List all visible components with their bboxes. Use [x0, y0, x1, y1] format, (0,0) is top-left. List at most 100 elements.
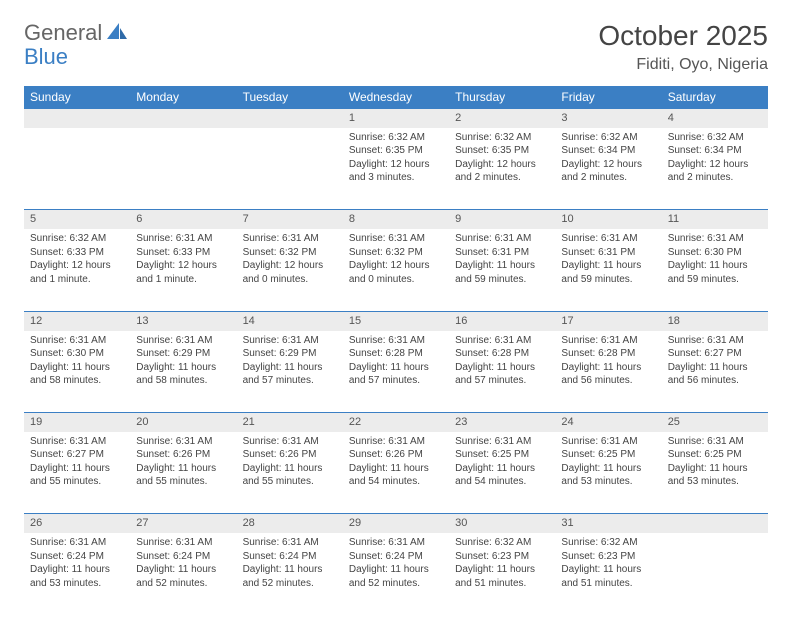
day-cell: Sunrise: 6:32 AMSunset: 6:35 PMDaylight:… [343, 128, 449, 210]
day-cell: Sunrise: 6:32 AMSunset: 6:35 PMDaylight:… [449, 128, 555, 210]
sunset-text: Sunset: 6:24 PM [243, 550, 337, 564]
sunrise-text: Sunrise: 6:31 AM [668, 334, 762, 348]
weekday-header: Tuesday [237, 86, 343, 109]
day-cell [130, 128, 236, 210]
sunset-text: Sunset: 6:35 PM [455, 144, 549, 158]
title-block: October 2025 Fiditi, Oyo, Nigeria [598, 20, 768, 74]
sunrise-text: Sunrise: 6:31 AM [561, 334, 655, 348]
sunrise-text: Sunrise: 6:32 AM [455, 131, 549, 145]
sunset-text: Sunset: 6:34 PM [668, 144, 762, 158]
day-body-row: Sunrise: 6:31 AMSunset: 6:24 PMDaylight:… [24, 533, 768, 615]
day-cell: Sunrise: 6:31 AMSunset: 6:33 PMDaylight:… [130, 229, 236, 311]
day-number: 19 [24, 413, 130, 432]
day-number: 15 [343, 311, 449, 330]
day-cell: Sunrise: 6:31 AMSunset: 6:27 PMDaylight:… [662, 331, 768, 413]
daylight-text: Daylight: 12 hours and 1 minute. [30, 259, 124, 286]
day-cell: Sunrise: 6:31 AMSunset: 6:24 PMDaylight:… [130, 533, 236, 615]
day-number: 9 [449, 210, 555, 229]
day-number: 29 [343, 514, 449, 533]
sunset-text: Sunset: 6:25 PM [668, 448, 762, 462]
day-number: 18 [662, 311, 768, 330]
day-cell: Sunrise: 6:31 AMSunset: 6:31 PMDaylight:… [449, 229, 555, 311]
day-cell: Sunrise: 6:31 AMSunset: 6:26 PMDaylight:… [130, 432, 236, 514]
day-number-row: 262728293031 [24, 514, 768, 533]
logo-sub: Blue [24, 44, 68, 70]
day-number-row: 567891011 [24, 210, 768, 229]
day-number: 27 [130, 514, 236, 533]
day-number: 2 [449, 109, 555, 128]
sunrise-text: Sunrise: 6:31 AM [30, 334, 124, 348]
sunrise-text: Sunrise: 6:31 AM [243, 536, 337, 550]
day-cell: Sunrise: 6:31 AMSunset: 6:27 PMDaylight:… [24, 432, 130, 514]
day-number: 22 [343, 413, 449, 432]
daylight-text: Daylight: 11 hours and 55 minutes. [30, 462, 124, 489]
daylight-text: Daylight: 11 hours and 53 minutes. [561, 462, 655, 489]
day-cell: Sunrise: 6:31 AMSunset: 6:30 PMDaylight:… [24, 331, 130, 413]
day-number: 8 [343, 210, 449, 229]
day-number: 7 [237, 210, 343, 229]
day-number: 4 [662, 109, 768, 128]
sunset-text: Sunset: 6:33 PM [30, 246, 124, 260]
sunset-text: Sunset: 6:31 PM [455, 246, 549, 260]
weekday-header: Monday [130, 86, 236, 109]
sunset-text: Sunset: 6:31 PM [561, 246, 655, 260]
daylight-text: Daylight: 12 hours and 0 minutes. [243, 259, 337, 286]
sunset-text: Sunset: 6:24 PM [349, 550, 443, 564]
day-number: 1 [343, 109, 449, 128]
logo-text-part2: Blue [24, 44, 68, 69]
sunrise-text: Sunrise: 6:32 AM [668, 131, 762, 145]
day-cell [24, 128, 130, 210]
header: General October 2025 Fiditi, Oyo, Nigeri… [24, 20, 768, 74]
sunrise-text: Sunrise: 6:32 AM [30, 232, 124, 246]
day-number [130, 109, 236, 128]
weekday-header: Friday [555, 86, 661, 109]
day-cell: Sunrise: 6:31 AMSunset: 6:31 PMDaylight:… [555, 229, 661, 311]
sunset-text: Sunset: 6:29 PM [243, 347, 337, 361]
daylight-text: Daylight: 11 hours and 55 minutes. [243, 462, 337, 489]
calendar-table: Sunday Monday Tuesday Wednesday Thursday… [24, 86, 768, 615]
day-number: 25 [662, 413, 768, 432]
day-number: 5 [24, 210, 130, 229]
sunset-text: Sunset: 6:32 PM [349, 246, 443, 260]
daylight-text: Daylight: 11 hours and 54 minutes. [455, 462, 549, 489]
day-number: 16 [449, 311, 555, 330]
sunset-text: Sunset: 6:27 PM [30, 448, 124, 462]
weekday-header-row: Sunday Monday Tuesday Wednesday Thursday… [24, 86, 768, 109]
day-number: 26 [24, 514, 130, 533]
sunrise-text: Sunrise: 6:31 AM [349, 435, 443, 449]
daylight-text: Daylight: 11 hours and 53 minutes. [668, 462, 762, 489]
day-body-row: Sunrise: 6:31 AMSunset: 6:30 PMDaylight:… [24, 331, 768, 413]
day-number: 12 [24, 311, 130, 330]
sunset-text: Sunset: 6:24 PM [30, 550, 124, 564]
day-cell: Sunrise: 6:32 AMSunset: 6:23 PMDaylight:… [555, 533, 661, 615]
sunrise-text: Sunrise: 6:31 AM [668, 232, 762, 246]
sunset-text: Sunset: 6:23 PM [561, 550, 655, 564]
day-number-row: 12131415161718 [24, 311, 768, 330]
day-cell: Sunrise: 6:31 AMSunset: 6:26 PMDaylight:… [343, 432, 449, 514]
daylight-text: Daylight: 11 hours and 55 minutes. [136, 462, 230, 489]
daylight-text: Daylight: 11 hours and 56 minutes. [561, 361, 655, 388]
daylight-text: Daylight: 11 hours and 51 minutes. [561, 563, 655, 590]
day-cell: Sunrise: 6:31 AMSunset: 6:25 PMDaylight:… [449, 432, 555, 514]
day-number: 21 [237, 413, 343, 432]
sunset-text: Sunset: 6:26 PM [136, 448, 230, 462]
sunset-text: Sunset: 6:23 PM [455, 550, 549, 564]
day-number [662, 514, 768, 533]
sunset-text: Sunset: 6:26 PM [349, 448, 443, 462]
day-number-row: 19202122232425 [24, 413, 768, 432]
day-cell: Sunrise: 6:31 AMSunset: 6:29 PMDaylight:… [130, 331, 236, 413]
sunset-text: Sunset: 6:30 PM [668, 246, 762, 260]
day-cell: Sunrise: 6:31 AMSunset: 6:28 PMDaylight:… [555, 331, 661, 413]
daylight-text: Daylight: 11 hours and 59 minutes. [668, 259, 762, 286]
sunrise-text: Sunrise: 6:31 AM [30, 536, 124, 550]
day-cell: Sunrise: 6:31 AMSunset: 6:24 PMDaylight:… [237, 533, 343, 615]
day-body-row: Sunrise: 6:32 AMSunset: 6:33 PMDaylight:… [24, 229, 768, 311]
day-cell: Sunrise: 6:32 AMSunset: 6:33 PMDaylight:… [24, 229, 130, 311]
day-cell: Sunrise: 6:32 AMSunset: 6:23 PMDaylight:… [449, 533, 555, 615]
sunrise-text: Sunrise: 6:32 AM [561, 536, 655, 550]
day-cell: Sunrise: 6:31 AMSunset: 6:24 PMDaylight:… [343, 533, 449, 615]
daylight-text: Daylight: 12 hours and 2 minutes. [668, 158, 762, 185]
daylight-text: Daylight: 11 hours and 58 minutes. [30, 361, 124, 388]
daylight-text: Daylight: 11 hours and 53 minutes. [30, 563, 124, 590]
day-number: 6 [130, 210, 236, 229]
